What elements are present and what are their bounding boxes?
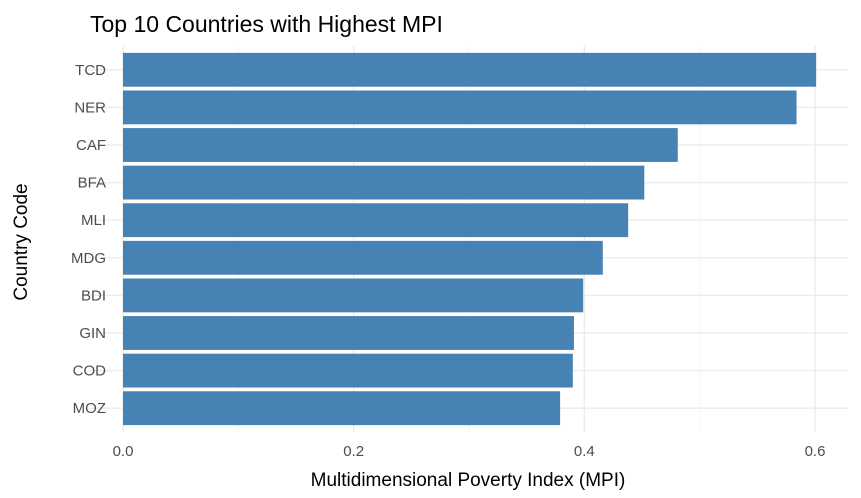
y-tick-label: CAF — [76, 137, 106, 154]
x-tick-label: 0.0 — [113, 443, 134, 460]
bars — [123, 52, 817, 426]
bar-bdi — [123, 278, 584, 313]
y-tick-labels: TCD NER CAF BFA MLI MDG BDI GIN COD MOZ — [71, 62, 106, 417]
y-tick-label: GIN — [79, 325, 106, 342]
x-tick-label: 0.4 — [574, 443, 595, 460]
bar-mli — [123, 203, 629, 238]
y-tick-label: MLI — [81, 212, 106, 229]
bar-bfa — [123, 165, 645, 200]
y-tick-label: BDI — [81, 287, 106, 304]
y-tick-label: TCD — [75, 62, 106, 79]
y-tick-label: MOZ — [73, 400, 106, 417]
x-tick-label: 0.6 — [805, 443, 826, 460]
x-axis-title: Multidimensional Poverty Index (MPI) — [311, 470, 626, 491]
bar-ner — [123, 90, 797, 125]
bar-tcd — [123, 52, 817, 87]
bar-caf — [123, 128, 678, 162]
chart-title: Top 10 Countries with Highest MPI — [90, 11, 443, 37]
y-tick-label: BFA — [78, 175, 106, 192]
x-tick-label: 0.2 — [343, 443, 364, 460]
y-tick-label: MDG — [71, 250, 106, 267]
y-tick-label: COD — [73, 363, 107, 380]
bar-mdg — [123, 240, 603, 275]
bar-moz — [123, 391, 561, 426]
y-axis-title: Country Code — [11, 183, 32, 300]
bar-gin — [123, 316, 574, 350]
x-tick-labels: 0.0 0.2 0.4 0.6 — [113, 443, 826, 460]
y-tick-label: NER — [74, 99, 106, 116]
bar-cod — [123, 353, 573, 388]
